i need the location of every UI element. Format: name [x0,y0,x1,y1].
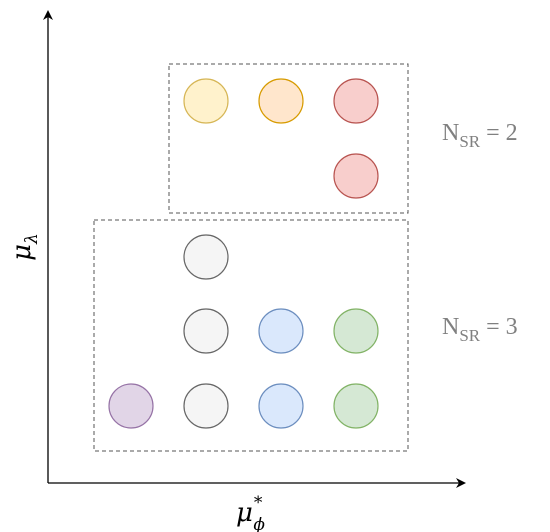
y-axis-label: μλ [7,233,42,261]
group-label-upper-rest: = 2 [480,120,518,146]
x-axis-label-base: μ [236,498,253,528]
group-label-lower-base: N [442,314,459,340]
group-box-upper [168,63,409,214]
group-label-upper-sub: SR [459,132,480,151]
x-axis-label-sup: * [254,493,263,513]
group-label-lower-rest: = 3 [480,314,518,340]
group-label-lower-sub: SR [459,326,480,345]
group-label-upper: NSR = 2 [442,120,518,151]
group-label-lower: NSR = 3 [442,314,518,345]
circle-lower-1 [183,234,229,280]
circle-lower-5 [108,383,154,429]
circle-upper-1 [183,78,229,124]
circle-lower-2 [183,308,229,354]
circle-lower-4 [333,308,379,354]
circle-lower-3 [258,308,304,354]
y-axis-label-sub: λ [22,233,42,245]
circle-lower-6 [183,383,229,429]
y-axis-label-base: μ [7,244,37,261]
x-axis-label: μ* ϕ [236,493,265,532]
group-label-upper-base: N [442,120,459,146]
circle-upper-2 [258,78,304,124]
group-box-lower [93,219,409,452]
circle-upper-4 [333,153,379,199]
circle-lower-8 [333,383,379,429]
circle-upper-3 [333,78,379,124]
x-axis-label-sub: ϕ [253,515,265,532]
circle-lower-7 [258,383,304,429]
